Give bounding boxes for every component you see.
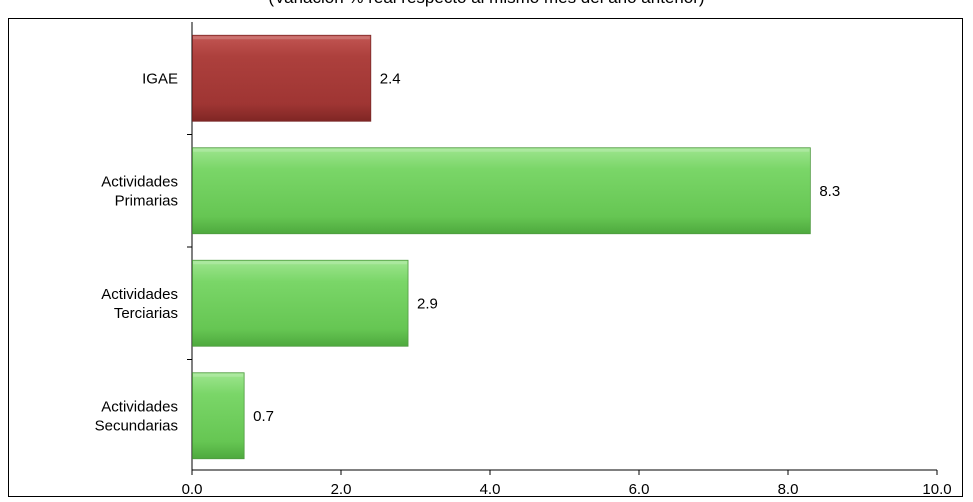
category-label: Actividades Terciarias — [101, 286, 178, 322]
bar — [192, 372, 245, 460]
x-tick-label: 8.0 — [778, 481, 799, 498]
category-label-line: Actividades — [101, 286, 178, 303]
category-label-line: Terciarias — [114, 305, 178, 322]
bar-highlight — [193, 373, 244, 377]
x-tick-label: 2.0 — [331, 481, 352, 498]
x-axis: 0.0 2.0 4.0 6.0 8.0 10.0 — [182, 22, 952, 498]
category-label-line: Actividades — [101, 173, 178, 190]
bar-highlight — [193, 148, 810, 152]
bar — [192, 259, 409, 347]
data-label: 2.4 — [380, 70, 401, 87]
bar-highlight — [193, 261, 408, 265]
category-label-line: Secundarias — [95, 417, 178, 434]
category-label: Actividades Secundarias — [95, 398, 178, 434]
category-label-line: Primarias — [115, 192, 178, 209]
bar — [192, 147, 811, 235]
x-tick-label: 4.0 — [480, 481, 501, 498]
data-label: 2.9 — [417, 295, 438, 312]
bar-highlight — [193, 36, 370, 40]
data-label: 8.3 — [819, 183, 840, 200]
chart-subtitle: (Variación % real respecto al mismo mes … — [0, 0, 973, 8]
chart-frame — [8, 18, 963, 497]
x-tick-label: 6.0 — [629, 481, 650, 498]
category-label-line: Actividades — [101, 398, 178, 415]
bars — [192, 34, 811, 460]
labels: 2.4 IGAE 8.3 Actividades Primarias 2.9 Activid… — [95, 70, 841, 434]
category-label-line: IGAE — [142, 70, 178, 87]
category-label: IGAE — [142, 70, 178, 87]
data-label: 0.7 — [253, 408, 274, 425]
x-tick-label: 0.0 — [182, 481, 203, 498]
x-tick-label: 10.0 — [922, 481, 951, 498]
bar — [192, 34, 372, 122]
category-label: Actividades Primarias — [101, 173, 178, 209]
